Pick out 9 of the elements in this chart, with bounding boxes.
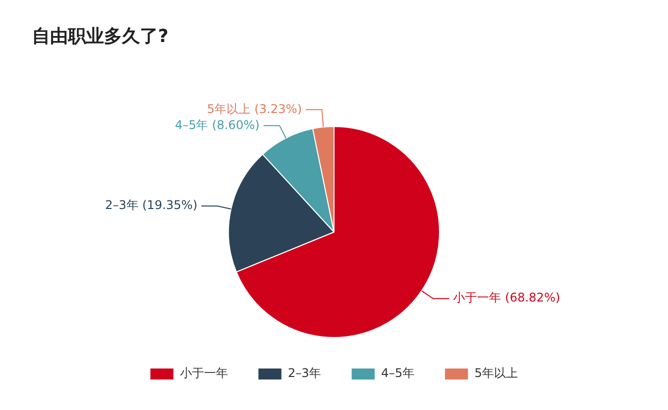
legend-label: 5年以上 xyxy=(474,366,518,380)
data-label: 小于一年 (68.82%) xyxy=(453,290,560,305)
chart-title: 自由职业多久了? xyxy=(32,25,168,48)
legend-label: 2–3年 xyxy=(288,366,322,380)
data-label: 5年以上 (3.23%) xyxy=(206,102,302,116)
legend-label: 小于一年 xyxy=(180,366,228,380)
data-label: 4–5年 (8.60%) xyxy=(174,118,260,132)
data-label: 2–3年 (19.35%) xyxy=(105,198,198,212)
legend-label: 4–5年 xyxy=(381,366,414,380)
